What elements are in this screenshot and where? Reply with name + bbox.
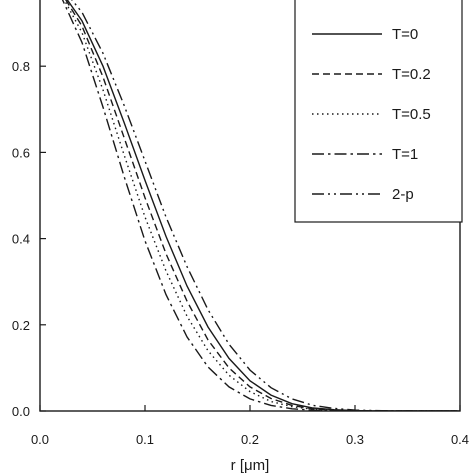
x-axis-title: r [μm] bbox=[231, 457, 270, 474]
legend: T=0 T=0.2 T=0.5 T=1 2-p bbox=[294, 0, 463, 223]
legend-label: T=1 bbox=[392, 146, 418, 163]
series-line-2 bbox=[65, 0, 460, 411]
y-tick-label: 0.4 bbox=[12, 232, 30, 247]
y-tick-label: 0.2 bbox=[12, 318, 30, 333]
x-tick-label: 0.2 bbox=[241, 432, 259, 447]
x-tick-label: 0.4 bbox=[451, 432, 469, 447]
y-tick-label: 0.6 bbox=[12, 145, 30, 160]
x-axis: 0.0 0.1 0.2 0.3 0.4 bbox=[31, 405, 469, 447]
y-tick-label: 0.8 bbox=[12, 59, 30, 74]
series-line-5 bbox=[71, 0, 460, 411]
series-lines bbox=[61, 0, 460, 411]
legend-label: 2-p bbox=[392, 186, 414, 203]
series-line-1 bbox=[66, 0, 460, 411]
legend-label: T=0.5 bbox=[392, 106, 431, 123]
legend-label: T=0 bbox=[392, 26, 418, 43]
series-line-3 bbox=[63, 0, 460, 411]
x-tick-label: 0.0 bbox=[31, 432, 49, 447]
legend-box bbox=[294, 0, 463, 223]
series-line-4 bbox=[61, 0, 460, 411]
x-tick-label: 0.3 bbox=[346, 432, 364, 447]
y-axis: 0.0 0.2 0.4 0.6 0.8 bbox=[12, 59, 46, 419]
x-tick-label: 0.1 bbox=[136, 432, 154, 447]
y-tick-label: 0.0 bbox=[12, 404, 30, 419]
legend-label: T=0.2 bbox=[392, 66, 431, 83]
